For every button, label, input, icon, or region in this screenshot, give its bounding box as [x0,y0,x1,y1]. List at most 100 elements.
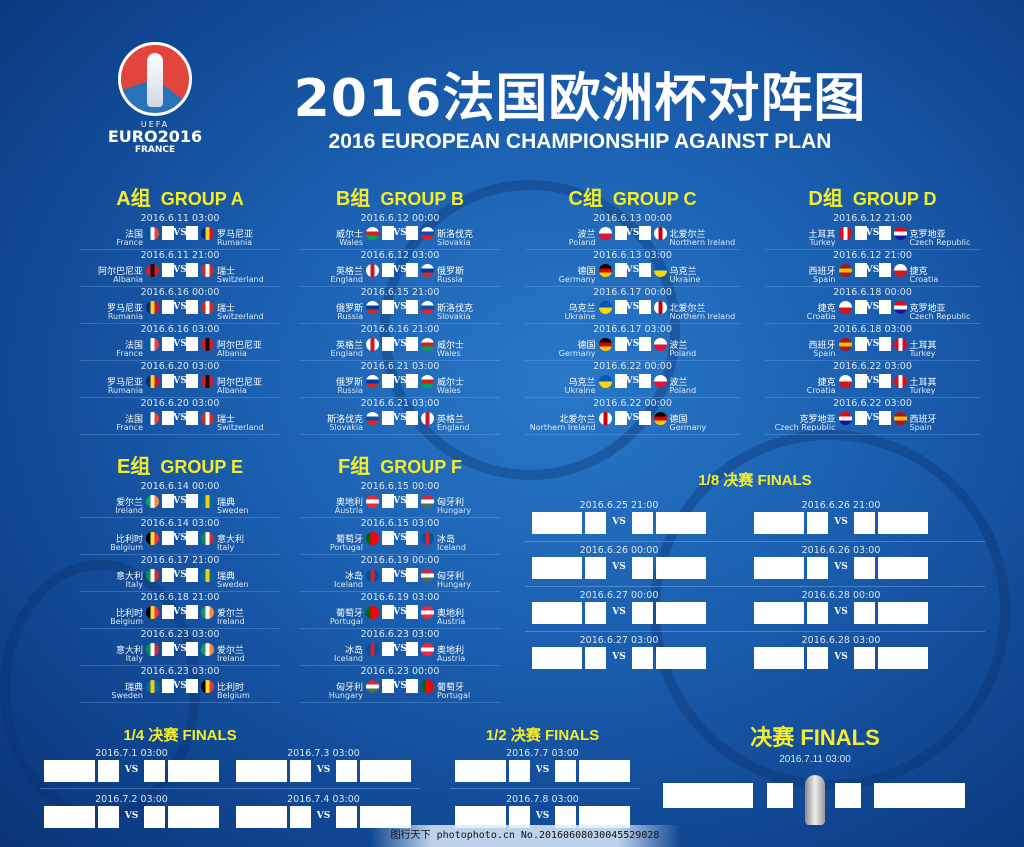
away-team-box[interactable] [874,783,965,808]
home-score-box[interactable] [585,512,607,534]
away-score-box[interactable] [631,647,653,669]
away-team-box[interactable] [877,512,928,534]
home-score-box[interactable] [162,642,174,656]
away-team-box[interactable] [579,760,630,782]
away-score-box[interactable] [555,806,577,828]
away-team-box[interactable] [655,602,706,624]
away-team-box[interactable] [360,760,411,782]
home-team-box[interactable] [236,806,287,828]
away-score-box[interactable] [638,337,651,351]
away-score-box[interactable] [406,568,418,582]
home-team-box[interactable] [754,602,805,624]
home-score-box[interactable] [162,605,174,619]
away-score-box[interactable] [853,647,875,669]
home-team-box[interactable] [455,806,506,828]
away-score-box[interactable] [406,411,418,425]
home-score-box[interactable] [382,411,394,425]
away-score-box[interactable] [631,512,653,534]
away-score-box[interactable] [631,557,653,579]
home-score-box[interactable] [854,374,867,388]
away-score-box[interactable] [406,374,418,388]
away-team-box[interactable] [360,806,411,828]
home-score-box[interactable] [585,647,607,669]
home-score-box[interactable] [508,760,530,782]
home-score-box[interactable] [585,557,607,579]
away-score-box[interactable] [853,602,875,624]
home-team-box[interactable] [532,557,583,579]
away-score-box[interactable] [638,263,651,277]
home-score-box[interactable] [614,300,627,314]
home-score-box[interactable] [162,374,174,388]
away-score-box[interactable] [878,263,891,277]
away-score-box[interactable] [406,642,418,656]
away-score-box[interactable] [186,568,198,582]
away-score-box[interactable] [406,494,418,508]
away-score-box[interactable] [336,806,358,828]
home-score-box[interactable] [289,806,311,828]
away-team-box[interactable] [655,512,706,534]
home-score-box[interactable] [614,374,627,388]
home-team-box[interactable] [754,512,805,534]
away-team-box[interactable] [579,806,630,828]
away-score-box[interactable] [186,494,198,508]
away-score-box[interactable] [638,374,651,388]
home-score-box[interactable] [382,605,394,619]
home-score-box[interactable] [162,226,174,240]
home-score-box[interactable] [614,226,627,240]
away-team-box[interactable] [168,806,219,828]
home-score-box[interactable] [382,337,394,351]
away-score-box[interactable] [186,531,198,545]
home-team-box[interactable] [663,783,753,808]
away-score-box[interactable] [878,337,891,351]
home-score-box[interactable] [614,337,627,351]
home-team-box[interactable] [754,557,805,579]
home-score-box[interactable] [162,568,174,582]
away-score-box[interactable] [144,760,166,782]
home-score-box[interactable] [382,263,394,277]
away-score-box[interactable] [853,512,875,534]
home-team-box[interactable] [532,647,583,669]
home-score-box[interactable] [382,374,394,388]
home-score-box[interactable] [767,783,793,808]
home-score-box[interactable] [382,300,394,314]
away-score-box[interactable] [835,783,861,808]
away-score-box[interactable] [186,263,198,277]
home-score-box[interactable] [854,226,867,240]
away-score-box[interactable] [406,531,418,545]
away-score-box[interactable] [406,337,418,351]
home-team-box[interactable] [455,760,506,782]
away-score-box[interactable] [186,337,198,351]
home-score-box[interactable] [807,557,829,579]
away-score-box[interactable] [406,679,418,693]
away-score-box[interactable] [144,806,166,828]
away-score-box[interactable] [638,411,651,425]
away-score-box[interactable] [186,374,198,388]
away-score-box[interactable] [406,605,418,619]
home-score-box[interactable] [854,411,867,425]
home-score-box[interactable] [854,263,867,277]
away-score-box[interactable] [186,226,198,240]
away-score-box[interactable] [406,263,418,277]
away-score-box[interactable] [406,300,418,314]
home-score-box[interactable] [97,760,119,782]
home-score-box[interactable] [162,337,174,351]
away-team-box[interactable] [168,760,219,782]
home-team-box[interactable] [44,806,95,828]
home-score-box[interactable] [382,642,394,656]
home-score-box[interactable] [162,263,174,277]
home-score-box[interactable] [854,300,867,314]
home-score-box[interactable] [382,494,394,508]
away-score-box[interactable] [878,226,891,240]
home-score-box[interactable] [162,411,174,425]
home-score-box[interactable] [807,602,829,624]
home-score-box[interactable] [289,760,311,782]
home-score-box[interactable] [162,679,174,693]
home-score-box[interactable] [614,411,627,425]
home-score-box[interactable] [382,568,394,582]
home-score-box[interactable] [382,531,394,545]
home-team-box[interactable] [754,647,805,669]
away-score-box[interactable] [186,411,198,425]
home-score-box[interactable] [807,647,829,669]
away-team-box[interactable] [877,602,928,624]
away-score-box[interactable] [853,557,875,579]
